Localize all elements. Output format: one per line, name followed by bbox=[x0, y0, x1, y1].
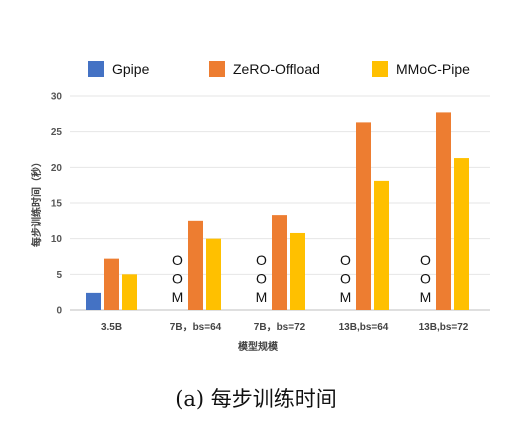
bar bbox=[454, 158, 469, 310]
x-category-label: 7B，bs=64 bbox=[170, 322, 222, 333]
oom-marker-letter: O bbox=[172, 252, 183, 268]
y-tick-label: 10 bbox=[51, 234, 63, 245]
oom-marker-letter: O bbox=[340, 252, 351, 268]
bar bbox=[122, 274, 137, 310]
legend-label: ZeRO-Offload bbox=[233, 61, 320, 77]
legend-label: MMoC-Pipe bbox=[396, 61, 470, 77]
oom-marker-letter: O bbox=[256, 271, 267, 287]
y-tick-label: 15 bbox=[51, 199, 63, 210]
oom-marker-letter: O bbox=[420, 271, 431, 287]
oom-marker-letter: O bbox=[340, 271, 351, 287]
bar bbox=[86, 292, 101, 310]
legend: Gpipe ZeRO-Offload MMoC-Pipe bbox=[88, 61, 470, 77]
legend-label: Gpipe bbox=[112, 61, 150, 77]
bar bbox=[374, 180, 389, 310]
legend-swatch bbox=[209, 61, 225, 77]
y-tick-label: 0 bbox=[56, 306, 62, 317]
bar bbox=[356, 122, 371, 310]
legend-swatch bbox=[88, 61, 104, 77]
oom-marker-letter: O bbox=[256, 252, 267, 268]
y-tick-label: 5 bbox=[56, 270, 62, 281]
x-axis-categories: 3.5B 7B，bs=64 7B，bs=72 13B,bs=64 13B,bs=72 bbox=[101, 322, 469, 333]
bar bbox=[436, 112, 451, 310]
legend-swatch bbox=[372, 61, 388, 77]
oom-marker-letter: M bbox=[420, 289, 432, 305]
bar bbox=[290, 232, 305, 310]
y-tick-label: 20 bbox=[51, 163, 63, 174]
y-axis-title: 每步训练时间（秒） bbox=[30, 157, 43, 247]
bar bbox=[272, 215, 287, 310]
oom-marker-letter: O bbox=[420, 252, 431, 268]
oom-marker-letter: M bbox=[256, 289, 268, 305]
figure-caption: (a) 每步训练时间 bbox=[175, 387, 337, 411]
x-category-label: 13B,bs=72 bbox=[419, 322, 469, 333]
oom-marker-letter: M bbox=[172, 289, 184, 305]
bar bbox=[188, 220, 203, 310]
y-tick-label: 25 bbox=[51, 127, 63, 138]
oom-marker-letter: O bbox=[172, 271, 183, 287]
x-category-label: 7B，bs=72 bbox=[254, 322, 306, 333]
x-category-label: 3.5B bbox=[101, 322, 122, 333]
y-tick-label: 30 bbox=[51, 92, 63, 103]
bars bbox=[86, 112, 469, 310]
x-category-label: 13B,bs=64 bbox=[339, 322, 389, 333]
bar bbox=[104, 258, 119, 310]
bar bbox=[206, 238, 221, 310]
oom-marker-letter: M bbox=[340, 289, 352, 305]
y-axis-ticks: 0 5 10 15 20 25 30 bbox=[51, 92, 63, 317]
x-axis-title: 模型规模 bbox=[238, 340, 279, 353]
